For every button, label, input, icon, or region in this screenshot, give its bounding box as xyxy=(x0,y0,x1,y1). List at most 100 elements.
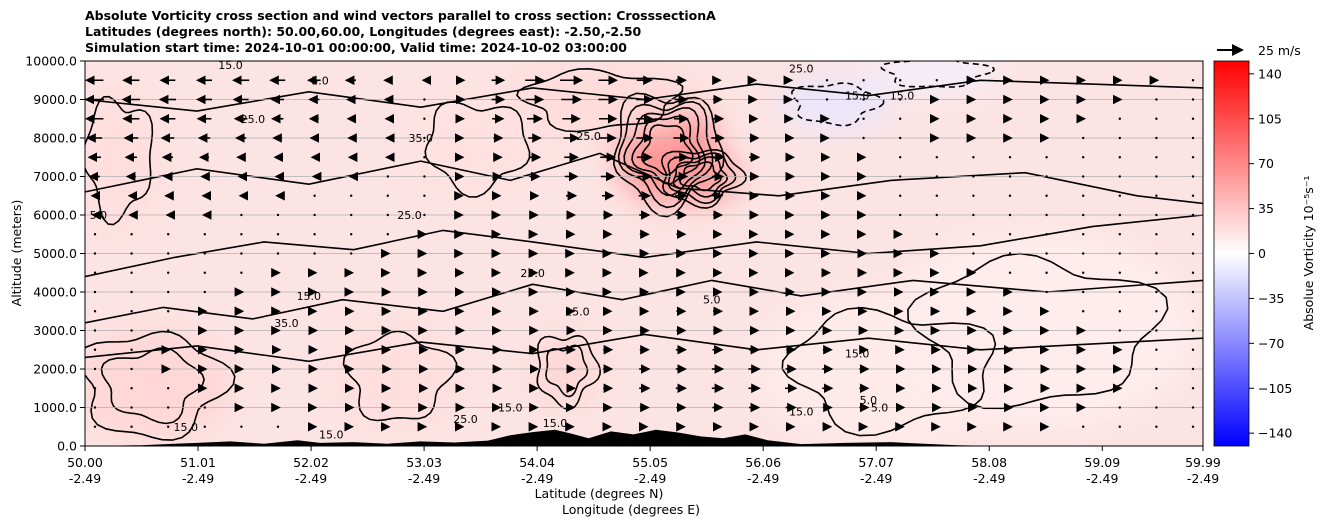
wind-vector xyxy=(1191,98,1195,101)
y-tick-label: 0.0 xyxy=(57,439,77,454)
wind-vector xyxy=(1155,329,1158,332)
wind-vector xyxy=(1191,329,1195,332)
wind-vector xyxy=(1155,194,1158,197)
wind-vector xyxy=(1045,213,1048,217)
wind-vector xyxy=(1155,136,1158,140)
wind-vector xyxy=(93,252,97,255)
x-tick-label-lon: -2.49 xyxy=(69,471,101,486)
wind-vector xyxy=(423,136,426,140)
vorticity-blob xyxy=(409,87,544,204)
vorticity-blob xyxy=(778,76,891,131)
colorbar-label: Absolue Vorticity 10⁻⁵s⁻¹ xyxy=(1301,176,1316,331)
contour-label: 15.0 xyxy=(218,59,243,72)
wind-vector xyxy=(130,387,133,390)
x-tick-label-lat: 59.09 xyxy=(1084,455,1120,470)
wind-vector xyxy=(130,367,133,371)
wind-vector xyxy=(1118,175,1122,178)
wind-vector xyxy=(386,233,389,236)
x-tick-label-lon: -2.49 xyxy=(295,471,327,486)
wind-vector xyxy=(935,194,938,197)
wind-vector xyxy=(899,213,902,217)
wind-vector xyxy=(1082,425,1085,428)
wind-vector xyxy=(1045,290,1048,294)
wind-vector xyxy=(1045,271,1048,274)
wind-vector xyxy=(167,233,170,236)
wind-vector xyxy=(423,117,426,120)
wind-vector xyxy=(167,310,170,313)
wind-vector xyxy=(1082,233,1085,236)
wind-vector xyxy=(203,406,206,409)
colorbar-gradient xyxy=(1213,60,1250,447)
wind-vector xyxy=(972,233,975,236)
y-tick-label: 8000.0 xyxy=(33,131,77,146)
x-tick-label-lon: -2.49 xyxy=(521,471,553,486)
wind-vector xyxy=(1191,194,1195,197)
wind-vector xyxy=(1082,156,1085,159)
wind-vector xyxy=(1118,117,1122,120)
wind-vector xyxy=(93,233,97,236)
wind-vector xyxy=(1118,252,1122,255)
wind-vector xyxy=(972,213,975,217)
wind-vector xyxy=(862,136,865,140)
contour-label: 25.0 xyxy=(397,209,422,222)
wind-vector xyxy=(972,194,975,197)
wind-vector xyxy=(935,156,938,159)
wind-vector xyxy=(935,233,938,236)
wind-vector xyxy=(1191,348,1195,351)
wind-vector xyxy=(130,425,133,428)
y-tick-label: 2000.0 xyxy=(33,362,77,377)
wind-vector xyxy=(1082,310,1085,313)
x-tick-label-lat: 53.03 xyxy=(406,455,442,470)
wind-vector xyxy=(240,213,243,217)
wind-vector xyxy=(130,329,133,332)
wind-vector xyxy=(350,213,353,217)
x-axis-ticks: 50.00-2.4951.01-2.4952.02-2.4953.03-2.49… xyxy=(67,446,1221,486)
wind-vector xyxy=(899,117,902,120)
wind-vector xyxy=(276,213,280,217)
wind-vector xyxy=(1191,387,1195,390)
y-tick-label: 9000.0 xyxy=(33,92,77,107)
y-tick-label: 7000.0 xyxy=(33,169,77,184)
wind-vector xyxy=(1045,194,1048,197)
vorticity-blob xyxy=(85,326,231,443)
wind-vector xyxy=(1191,175,1195,178)
wind-vector xyxy=(203,233,206,236)
wind-vector xyxy=(93,367,97,371)
y-axis-ticks: 0.0 1000.0 2000.0 3000.0 4000.0 5000.0 6000.0 7… xyxy=(25,54,85,454)
wind-vector xyxy=(935,79,938,82)
wind-vector xyxy=(1118,290,1122,294)
wind-vector xyxy=(130,348,133,351)
contour-label: 15.0 xyxy=(845,90,870,103)
x-tick-label-lat: 50.00 xyxy=(67,455,103,470)
wind-vector xyxy=(862,79,865,82)
wind-vector xyxy=(386,213,389,217)
quiver-key: 25 m/s xyxy=(1217,43,1301,58)
contour-label: 25.0 xyxy=(241,113,266,126)
wind-vector xyxy=(93,290,97,294)
chart-title-line-1: Absolute Vorticity cross section and win… xyxy=(85,8,716,23)
wind-vector xyxy=(240,271,243,274)
wind-vector xyxy=(1008,156,1012,159)
wind-vector xyxy=(1155,213,1158,217)
wind-vector xyxy=(1008,252,1012,255)
wind-vector xyxy=(93,406,97,409)
colorbar-tick-label: 0 xyxy=(1258,246,1266,261)
wind-vector xyxy=(313,213,316,217)
chart-title-line-2: Latitudes (degrees north): 50.00,60.00, … xyxy=(85,24,642,39)
wind-vector xyxy=(1118,136,1122,140)
wind-vector xyxy=(1155,367,1158,371)
x-tick-label-lon: -2.49 xyxy=(747,471,779,486)
wind-vector xyxy=(1155,310,1158,313)
wind-vector xyxy=(1191,406,1195,409)
contour-label: 15.0 xyxy=(789,405,814,418)
wind-vector xyxy=(423,194,426,197)
wind-vector xyxy=(935,175,938,178)
wind-vector xyxy=(1008,213,1012,217)
contour-label: 5.0 xyxy=(703,294,721,307)
contour-label: 15.0 xyxy=(543,417,568,430)
wind-vector xyxy=(1082,194,1085,197)
wind-vector xyxy=(1155,271,1158,274)
contour-labels: 5.0 25.0 15.0 35.0 5.0 25.0 25.0 15.0 15.0 35.0 25… xyxy=(90,59,915,441)
wind-vector xyxy=(203,290,206,294)
wind-vector xyxy=(1191,213,1195,217)
